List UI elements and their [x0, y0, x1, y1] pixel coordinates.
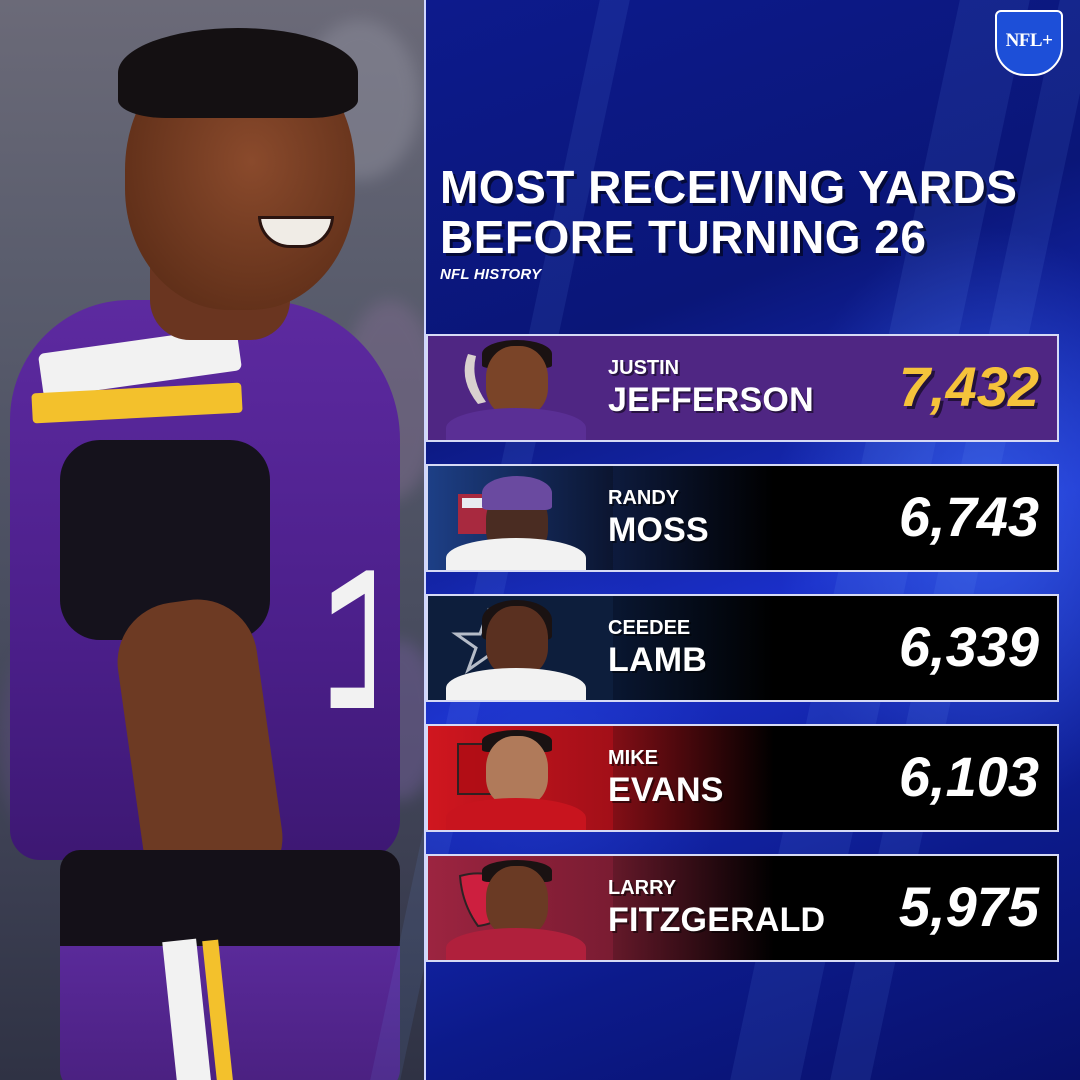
player-last-name: JEFFERSON — [608, 381, 814, 419]
nfl-plus-logo: NFL+ — [995, 10, 1063, 76]
title-line-2: BEFORE TURNING 26 — [440, 211, 927, 263]
player-last-name: FITZGERALD — [608, 901, 826, 939]
receiving-yards: 7,432 — [898, 355, 1039, 418]
receiving-yards: 6,743 — [898, 485, 1039, 548]
ranking-row: MIKE EVANS 6,103 — [426, 724, 1059, 832]
player-last-name: MOSS — [608, 511, 709, 549]
player-headshot — [428, 856, 613, 960]
player-first-name: JUSTIN — [608, 357, 680, 379]
player-first-name: LARRY — [608, 877, 677, 899]
panel-divider — [424, 0, 426, 1080]
player-name: RANDY MOSS — [608, 486, 709, 550]
ranking-row: JUSTIN JEFFERSON 7,432 — [426, 334, 1059, 442]
ranking-row: CEEDEE LAMB 6,339 — [426, 594, 1059, 702]
receiving-yards: 6,103 — [898, 745, 1039, 808]
player-headshot — [428, 466, 613, 570]
hero-player-photo: 1 — [0, 0, 424, 1080]
player-first-name: RANDY — [608, 487, 680, 509]
graphic-title: MOST RECEIVING YARDS BEFORE TURNING 26 — [440, 162, 1070, 262]
player-last-name: LAMB — [608, 641, 707, 679]
receiving-yards: 5,975 — [898, 875, 1039, 938]
player-headshot — [428, 726, 613, 830]
title-line-1: MOST RECEIVING YARDS — [440, 161, 1018, 213]
player-name: LARRY FITZGERALD — [608, 876, 825, 940]
player-headshot — [428, 336, 613, 440]
player-headshot — [428, 596, 613, 700]
player-first-name: CEEDEE — [608, 617, 691, 639]
player-name: MIKE EVANS — [608, 746, 724, 810]
ranking-row: LARRY FITZGERALD 5,975 — [426, 854, 1059, 962]
player-name: JUSTIN JEFFERSON — [608, 356, 814, 420]
graphic-subtitle: NFL HISTORY — [440, 266, 542, 283]
player-name: CEEDEE LAMB — [608, 616, 707, 680]
ranking-row: RANDY MOSS 6,743 — [426, 464, 1059, 572]
player-last-name: EVANS — [608, 771, 724, 809]
player-first-name: MIKE — [608, 747, 658, 769]
receiving-yards: 6,339 — [898, 615, 1039, 678]
